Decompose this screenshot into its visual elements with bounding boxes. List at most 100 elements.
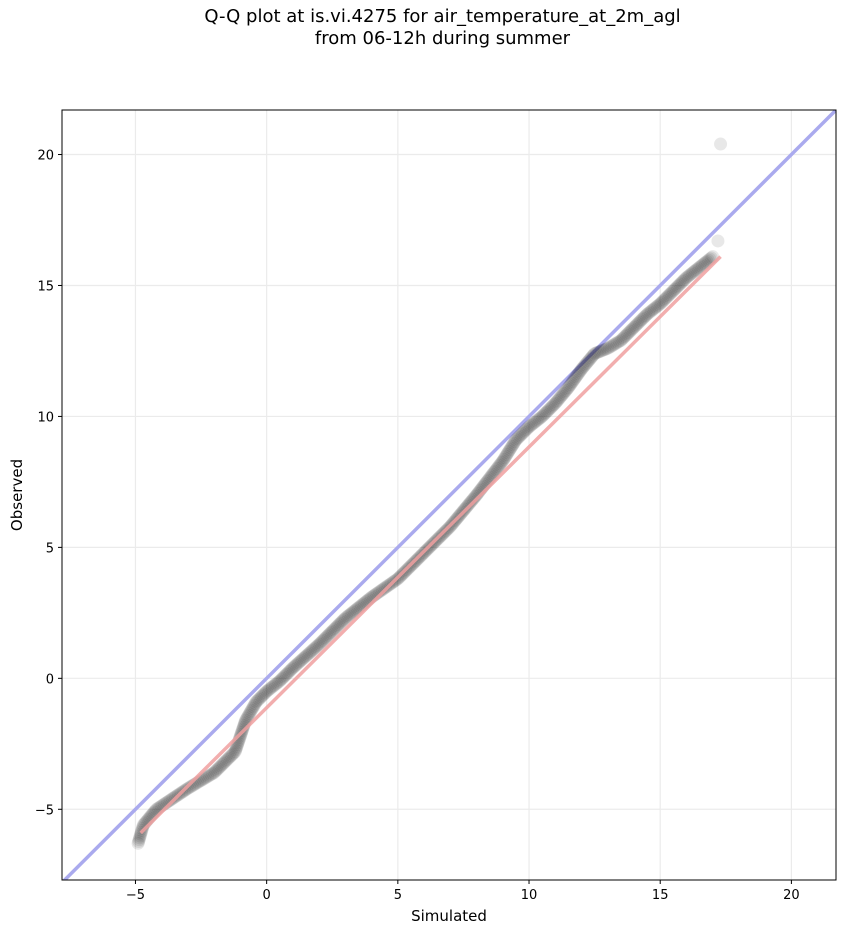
qq-point	[216, 756, 230, 770]
qq-point	[714, 137, 728, 151]
qq-point	[336, 614, 350, 628]
x-tick-label: 15	[652, 888, 669, 903]
x-axis-label: Simulated	[411, 907, 487, 925]
qq-point	[653, 297, 667, 311]
qq-point	[578, 358, 592, 372]
y-tick-label: 5	[46, 541, 54, 556]
qq-point	[132, 833, 146, 847]
qq-point	[270, 676, 284, 690]
qq-point	[694, 259, 708, 273]
qq-point	[224, 749, 238, 763]
qq-point	[486, 467, 500, 481]
qq-point	[570, 368, 584, 382]
qq-point	[274, 673, 288, 687]
qq-point	[662, 288, 676, 302]
qq-point	[513, 429, 527, 443]
qq-point	[576, 361, 590, 375]
qq-point	[375, 583, 389, 597]
qq-point	[643, 305, 657, 319]
qq-point	[512, 430, 526, 444]
qq-point	[554, 389, 568, 403]
qq-point	[136, 820, 150, 834]
qq-point	[567, 373, 581, 387]
qq-point	[508, 435, 522, 449]
qq-point	[700, 254, 714, 268]
qq-point	[542, 403, 556, 417]
qq-point	[526, 416, 540, 430]
qq-point	[525, 418, 539, 432]
qq-point	[532, 412, 546, 426]
qq-point	[602, 340, 616, 354]
qq-point	[315, 635, 329, 649]
qq-point	[674, 276, 688, 290]
qq-point	[500, 448, 514, 462]
qq-point	[503, 443, 517, 457]
axis-ticks: −5 0 5 10 15 20 −5 0 5 10 15 20	[35, 149, 800, 903]
qq-point	[271, 675, 285, 689]
qq-point	[229, 741, 243, 755]
qq-point	[615, 332, 629, 346]
qq-point	[616, 331, 630, 345]
grid	[62, 110, 836, 880]
qq-point	[133, 829, 147, 843]
qq-point	[236, 720, 250, 734]
qq-point	[204, 768, 218, 782]
qq-point	[518, 424, 532, 438]
qq-point	[496, 454, 510, 468]
y-tick-label: 0	[46, 672, 54, 687]
qq-point	[591, 345, 605, 359]
qq-point	[487, 466, 501, 480]
qq-point	[297, 651, 311, 665]
qq-point	[577, 359, 591, 373]
qq-point	[583, 352, 597, 366]
qq-point	[316, 633, 330, 647]
qq-point	[647, 301, 661, 315]
qq-point	[544, 400, 558, 414]
qq-point	[640, 307, 654, 321]
qq-point	[162, 794, 176, 808]
qq-point	[229, 743, 243, 757]
qq-point	[340, 610, 354, 624]
qq-point	[468, 489, 482, 503]
qq-point	[252, 692, 266, 706]
qq-point	[289, 658, 303, 672]
qq-point	[698, 255, 712, 269]
qq-point	[320, 629, 334, 643]
qq-point	[548, 396, 562, 410]
qq-point	[291, 656, 305, 670]
qq-point	[571, 367, 585, 381]
qq-point	[338, 611, 352, 625]
qq-point	[464, 495, 478, 509]
qq-point	[510, 432, 524, 446]
qq-point	[220, 753, 234, 767]
qq-point	[606, 338, 620, 352]
qq-point	[517, 425, 531, 439]
qq-point	[208, 764, 222, 778]
qq-point	[329, 620, 343, 634]
qq-point	[535, 409, 549, 423]
qq-point	[509, 433, 523, 447]
qq-point	[250, 694, 264, 708]
qq-point	[133, 831, 147, 845]
qq-point	[649, 300, 663, 314]
qq-point	[294, 653, 308, 667]
qq-point	[286, 661, 300, 675]
qq-point	[534, 411, 548, 425]
qq-point	[300, 648, 314, 662]
qq-point	[555, 388, 569, 402]
qq-point	[612, 334, 626, 348]
qq-point	[584, 351, 598, 365]
qq-point	[268, 677, 282, 691]
qq-point	[679, 271, 693, 285]
plot-data	[62, 110, 836, 880]
qq-point	[207, 766, 221, 780]
qq-point	[317, 632, 331, 646]
qq-point	[131, 836, 145, 850]
qq-point	[619, 328, 633, 342]
qq-point	[215, 758, 229, 772]
qq-point	[642, 306, 656, 320]
qq-point	[343, 608, 357, 622]
y-tick-label: 15	[37, 279, 54, 294]
qq-point	[618, 330, 632, 344]
